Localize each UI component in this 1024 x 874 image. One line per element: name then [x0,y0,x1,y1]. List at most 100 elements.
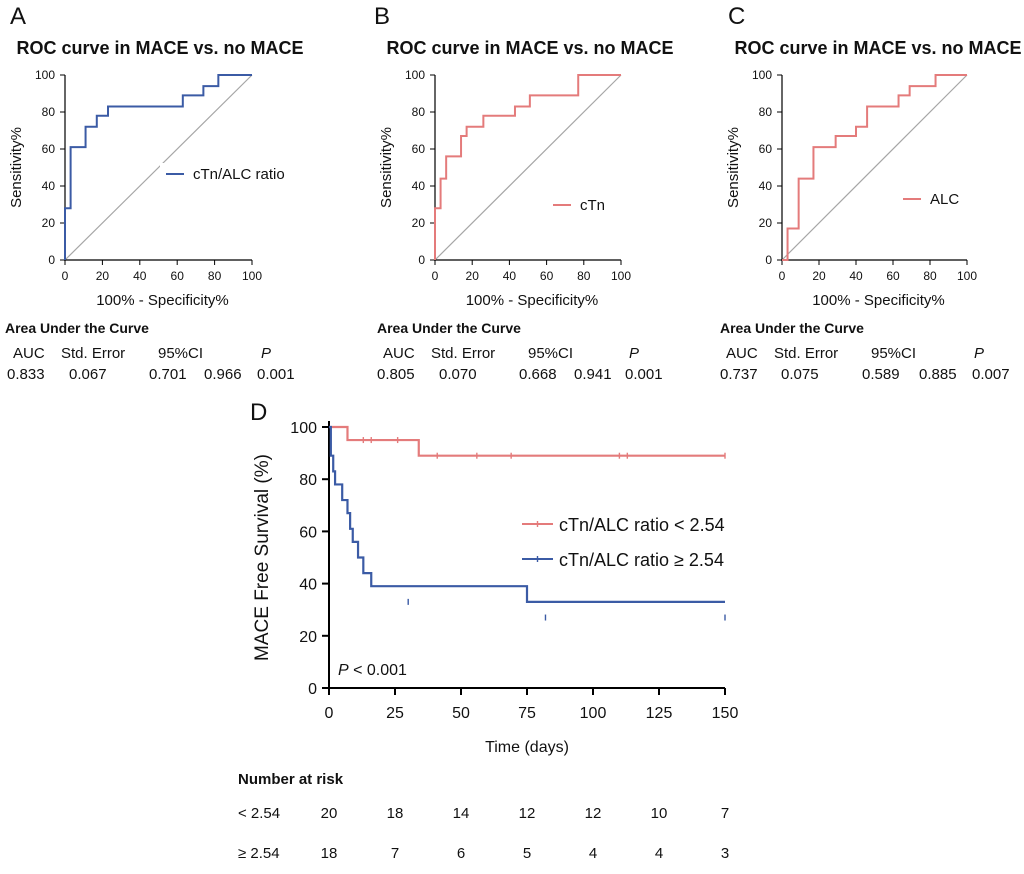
auc-header-ci: 95%CI [158,345,204,362]
x-axis-label: 100% - Specificity% [96,292,229,309]
y-axis-label: Sensitivity% [725,127,742,208]
auc-header-auc: AUC [13,345,45,362]
x-tick-label: 80 [923,269,937,283]
auc-header-auc: AUC [383,345,415,362]
auc-table-c: Area Under the Curve AUC Std. Error 95%C… [720,321,1020,391]
y-tick-label: 20 [42,216,56,230]
y-tick-label: 80 [42,105,56,119]
y-tick-label: 0 [765,253,772,267]
survival-curve [329,425,725,457]
panel-letter: B [374,3,390,30]
auc-header-std-error: Std. Error [61,345,126,362]
auc-header-p: P [974,345,985,362]
y-tick-label: 40 [759,179,773,193]
y-tick-label: 20 [759,216,773,230]
p-value: 0.001 [625,366,663,383]
y-axis-label: MACE Free Survival (%) [252,454,273,661]
y-tick-label: 40 [412,179,426,193]
ci-lower-value: 0.589 [862,366,900,383]
y-axis-label: Sensitivity% [8,127,25,208]
auc-header-std-error: Std. Error [431,345,496,362]
legend-label: cTn/ALC ratio < 2.54 [559,515,725,535]
y-tick-label: 60 [412,142,426,156]
x-tick-label: 20 [466,269,480,283]
x-tick-label: 100 [580,705,607,722]
legend-label: ALC [930,191,959,208]
x-tick-label: 0 [432,269,439,283]
roc-panel-a [60,74,322,265]
panel-letter: D [250,399,267,426]
x-tick-label: 125 [646,705,673,722]
ci-lower-value: 0.668 [519,366,557,383]
km-panel-d [322,421,726,695]
y-tick-label: 100 [405,68,425,82]
std-error-value: 0.075 [781,366,819,383]
auc-heading: Area Under the Curve [5,320,149,336]
x-tick-label: 100 [957,269,977,283]
y-tick-label: 20 [412,216,426,230]
y-tick-label: 0 [418,253,425,267]
y-tick-label: 40 [299,577,317,594]
roc-panel-c [777,74,987,265]
chart-title: ROC curve in MACE vs. no MACE [734,38,1021,58]
y-tick-label: 60 [299,524,317,541]
y-tick-label: 100 [752,68,772,82]
y-tick-label: 100 [290,420,317,437]
x-tick-label: 100 [242,269,262,283]
legend [897,188,987,212]
auc-value: 0.737 [720,366,758,383]
y-tick-label: 80 [759,105,773,119]
legend-label: cTn/ALC ratio ≥ 2.54 [559,550,724,570]
roc-curve [64,74,252,260]
x-tick-label: 25 [386,705,404,722]
x-axis-label: 100% - Specificity% [466,292,599,309]
survival-curve [329,425,725,603]
y-tick-label: 60 [759,142,773,156]
p-value: 0.007 [972,366,1010,383]
auc-value: 0.805 [377,366,415,383]
x-tick-label: 20 [812,269,826,283]
x-tick-label: 0 [779,269,786,283]
y-tick-label: 60 [42,142,56,156]
auc-header-p: P [261,345,272,362]
x-tick-label: 80 [577,269,591,283]
x-tick-label: 60 [540,269,554,283]
x-tick-label: 0 [325,705,334,722]
x-axis-label: Time (days) [485,739,569,756]
ci-lower-value: 0.701 [149,366,187,383]
roc-panel-b [430,74,637,265]
y-tick-label: 0 [308,681,317,698]
legend-label: cTn/ALC ratio [193,166,285,183]
auc-header-std-error: Std. Error [774,345,839,362]
auc-heading: Area Under the Curve [377,320,521,336]
chart-title: ROC curve in MACE vs. no MACE [386,38,673,58]
reference-diagonal [64,74,253,261]
panel-letter: C [728,3,745,30]
ci-upper-value: 0.885 [919,366,957,383]
x-tick-label: 75 [518,705,536,722]
x-tick-label: 80 [208,269,222,283]
ci-upper-value: 0.941 [574,366,612,383]
auc-header-ci: 95%CI [871,345,917,362]
y-tick-label: 40 [42,179,56,193]
ci-upper-value: 0.966 [204,366,242,383]
x-tick-label: 50 [452,705,470,722]
legend [522,521,553,562]
legend-label: cTn [580,197,605,214]
auc-table-b: Area Under the Curve AUC Std. Error 95%C… [377,321,677,391]
auc-header-auc: AUC [726,345,758,362]
p-value: 0.001 [257,366,295,383]
x-tick-label: 20 [96,269,110,283]
chart-title: ROC curve in MACE vs. no MACE [16,38,303,58]
y-tick-label: 0 [48,253,55,267]
x-tick-label: 60 [886,269,900,283]
reference-diagonal [434,74,622,261]
std-error-value: 0.067 [69,366,107,383]
legend [547,194,637,218]
panel-letter: A [10,3,26,30]
roc-curve [782,74,967,261]
x-tick-label: 40 [133,269,147,283]
x-tick-label: 0 [62,269,69,283]
auc-table-a: Area Under the Curve AUC Std. Error 95%C… [5,321,305,391]
